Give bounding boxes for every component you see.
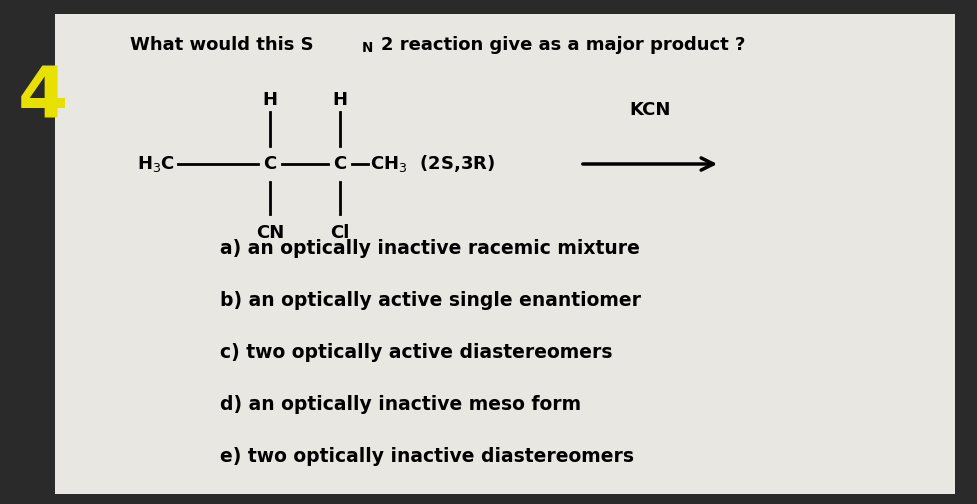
Text: b) an optically active single enantiomer: b) an optically active single enantiomer: [220, 291, 641, 310]
Text: 4: 4: [18, 64, 68, 133]
Text: c) two optically active diastereomers: c) two optically active diastereomers: [220, 343, 613, 362]
Text: CN: CN: [256, 224, 284, 242]
Text: d) an optically inactive meso form: d) an optically inactive meso form: [220, 395, 581, 414]
Text: H: H: [263, 91, 277, 109]
Text: N: N: [362, 41, 373, 55]
Text: C: C: [264, 155, 276, 173]
Text: What would this S: What would this S: [130, 36, 314, 54]
Text: C: C: [333, 155, 347, 173]
Text: CH$_3$  (2S,3R): CH$_3$ (2S,3R): [370, 154, 495, 174]
Text: Cl: Cl: [330, 224, 350, 242]
Text: e) two optically inactive diastereomers: e) two optically inactive diastereomers: [220, 447, 634, 466]
Text: 2 reaction give as a major product ?: 2 reaction give as a major product ?: [381, 36, 745, 54]
Text: a) an optically inactive racemic mixture: a) an optically inactive racemic mixture: [220, 239, 640, 258]
Text: KCN: KCN: [629, 101, 670, 119]
Text: H: H: [332, 91, 348, 109]
Text: H$_3$C: H$_3$C: [137, 154, 175, 174]
FancyBboxPatch shape: [55, 14, 955, 494]
